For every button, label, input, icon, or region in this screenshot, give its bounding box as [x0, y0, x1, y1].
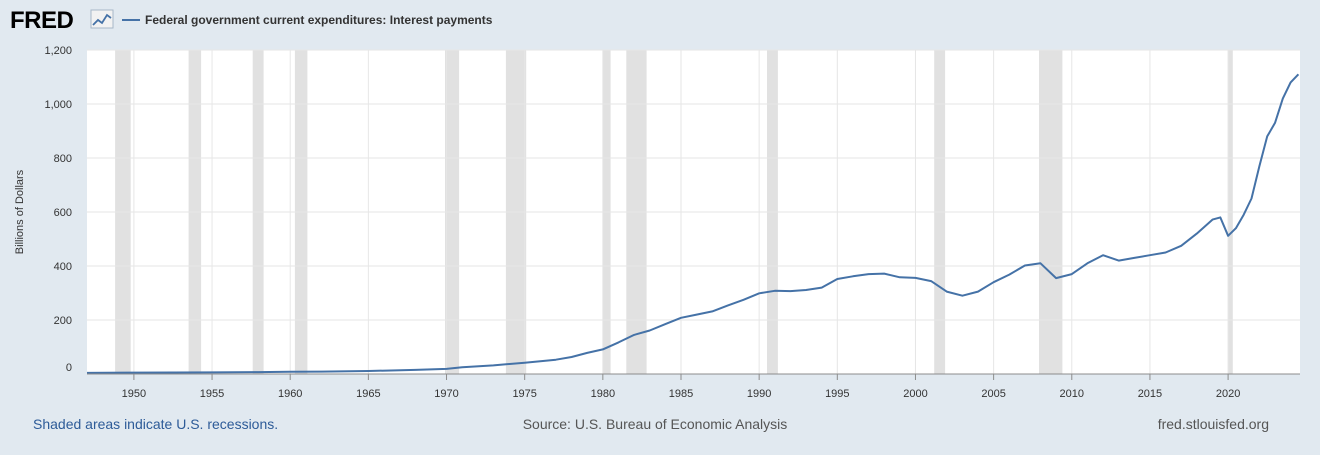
- x-tick-label: 2010: [1060, 388, 1084, 400]
- recession-note-link[interactable]: Shaded areas indicate U.S. recessions.: [33, 416, 278, 432]
- trend-graph-icon: [90, 9, 114, 29]
- fred-logo-text: FRED: [10, 7, 74, 34]
- x-tick-label: 1965: [356, 388, 380, 400]
- x-tick-label: 1960: [278, 388, 302, 400]
- x-tick-label: 1970: [434, 388, 458, 400]
- y-tick-label: 200: [54, 315, 72, 327]
- x-tick-label: 2000: [903, 388, 927, 400]
- site-link[interactable]: fred.stlouisfed.org: [1158, 416, 1269, 432]
- x-tick-label: 1985: [669, 388, 693, 400]
- x-tick-label: 1950: [122, 388, 146, 400]
- y-tick-label: 400: [54, 261, 72, 273]
- legend[interactable]: Federal government current expenditures:…: [122, 13, 493, 27]
- y-tick-label: 800: [54, 153, 72, 165]
- y-tick-label: 0: [66, 362, 72, 374]
- y-tick-label: 1,200: [44, 45, 72, 57]
- y-axis: 0 200 400 600 800 1,000 1,200: [44, 45, 72, 374]
- x-tick-label: 1955: [200, 388, 224, 400]
- x-tick-label: 2020: [1216, 388, 1240, 400]
- x-tick-label: 1975: [512, 388, 536, 400]
- y-tick-label: 600: [54, 207, 72, 219]
- x-tick-label: 2005: [981, 388, 1005, 400]
- grid-lines: [87, 49, 1300, 374]
- x-tick-label: 2015: [1138, 388, 1162, 400]
- fred-logo[interactable]: FRED: [10, 7, 114, 34]
- x-tick-label: 1990: [747, 388, 771, 400]
- series-line[interactable]: [86, 73, 1300, 374]
- y-tick-label: 1,000: [44, 99, 72, 111]
- x-tick-label: 1995: [825, 388, 849, 400]
- y-axis-title: Billions of Dollars: [14, 169, 26, 254]
- x-axis: 1950 1955 1960 1965 1970 1975 1980 1985 1990 1995…: [122, 374, 1240, 400]
- x-tick-label: 1980: [591, 388, 615, 400]
- source-text: Source: U.S. Bureau of Economic Analysis: [523, 416, 788, 432]
- legend-label: Federal government current expenditures:…: [145, 13, 493, 27]
